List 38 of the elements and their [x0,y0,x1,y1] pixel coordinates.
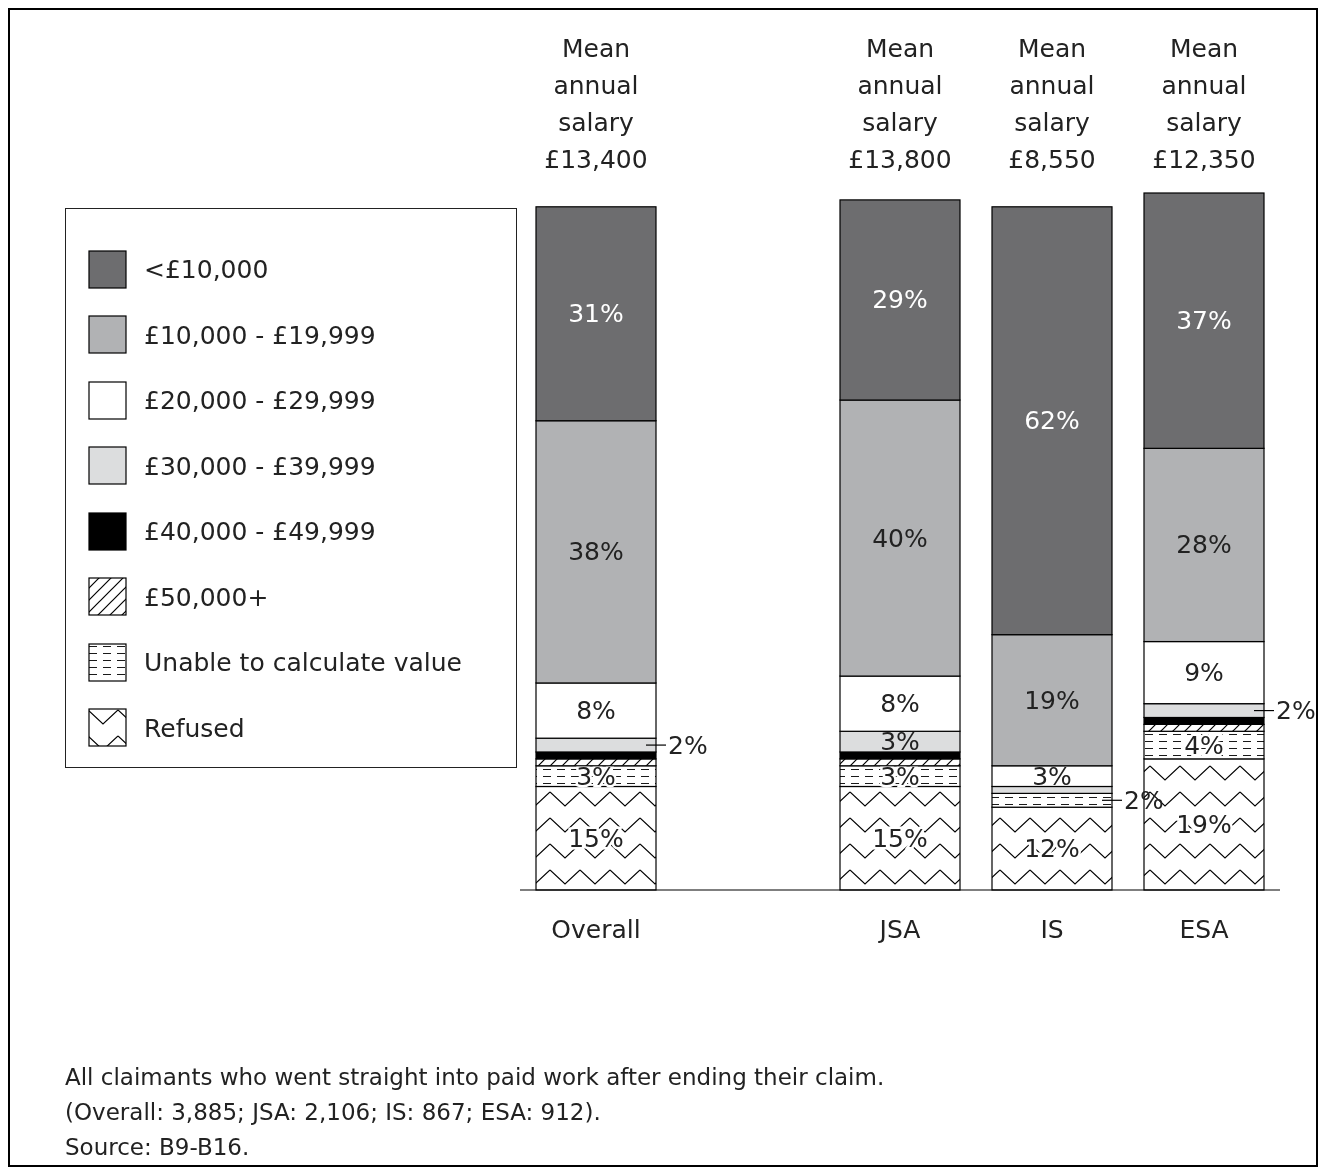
text: Mean annual salary £12,350 [1151,33,1257,176]
data-label: 29% [872,285,928,315]
x-tick-label: JSA [877,914,921,944]
legend-label: £10,000 - £19,999 [144,320,376,350]
legend-label: Unable to calculate value [144,648,462,678]
x-tick-label: IS [1040,914,1064,944]
legend-label: £20,000 - £29,999 [144,386,376,416]
data-label: 40% [872,523,928,553]
x-tick-label: ESA [1179,914,1229,944]
legend-label: <£10,000 [144,255,269,285]
data-label: 28% [1176,530,1232,560]
x-tick-label: Overall [551,914,641,944]
text: (Overall: 3,885; JSA: 2,106; IS: 867; ESA: 912). [65,1098,602,1127]
data-label: 9% [1184,658,1224,688]
data-label: 15% [568,823,624,853]
data-label: 15% [872,823,928,853]
data-label: 37% [1176,306,1232,336]
data-label: 2% [1276,696,1316,726]
data-label: 8% [880,689,920,719]
data-label: 8% [576,696,616,726]
data-label: 3% [576,761,616,791]
source-note: Source: B9-B16. [65,1133,251,1162]
data-label: 3% [1032,761,1072,791]
data-label: 19% [1024,685,1080,715]
text: All claimants who went straight into paid work after ending their claim. [65,1063,885,1092]
legend-label: £50,000+ [144,582,269,612]
data-label: 2% [668,730,708,760]
legend-label: £40,000 - £49,999 [144,517,376,547]
text: Mean annual salary £13,400 [543,33,649,176]
text: Mean annual salary £8,550 [1007,33,1097,176]
text: Mean annual salary £13,800 [847,33,953,176]
data-label: 3% [880,761,920,791]
data-label: 3% [880,727,920,757]
data-label: 38% [568,537,624,567]
data-label: 31% [568,299,624,329]
data-label: 62% [1024,406,1080,436]
legend-label: Refused [144,713,245,743]
legend-label: £30,000 - £39,999 [144,451,376,481]
